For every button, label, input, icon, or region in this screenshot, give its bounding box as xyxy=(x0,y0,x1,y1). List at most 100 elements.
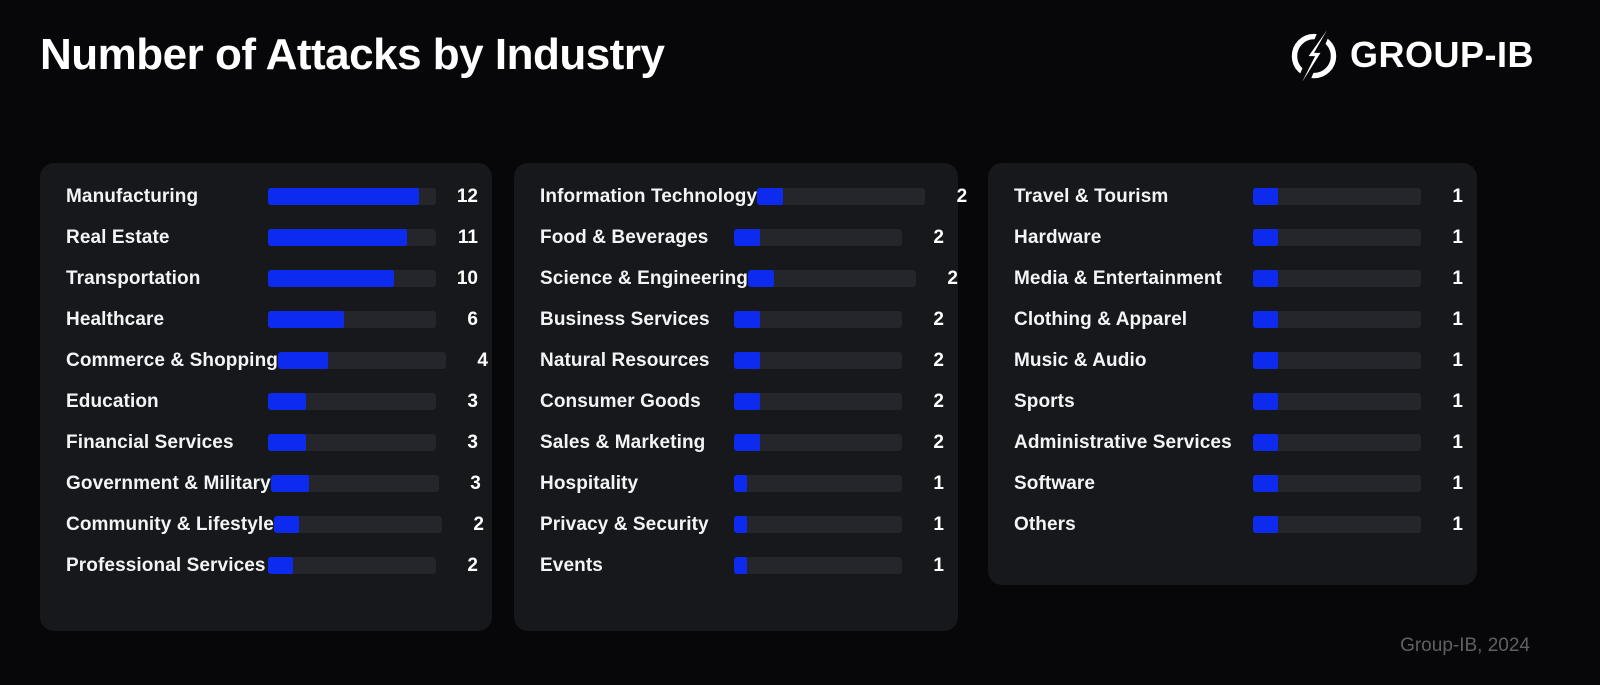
page-title: Number of Attacks by Industry xyxy=(40,30,665,79)
attack-count: 1 xyxy=(1452,226,1463,248)
attack-count: 12 xyxy=(456,185,478,207)
industry-row: Professional Services 2 xyxy=(66,545,478,586)
footer: Group-IB, 2024 xyxy=(0,631,1600,657)
industry-row: Sports 1 xyxy=(1014,381,1463,422)
attack-count: 1 xyxy=(1452,513,1463,535)
attack-count: 1 xyxy=(1452,431,1463,453)
attack-count: 2 xyxy=(933,390,944,412)
industry-label: Financial Services xyxy=(66,431,234,453)
bar-fill xyxy=(1253,311,1278,328)
bar-track xyxy=(748,270,916,287)
industry-label: Music & Audio xyxy=(1014,349,1147,371)
attack-count: 2 xyxy=(956,185,968,207)
attack-count: 1 xyxy=(1452,390,1463,412)
industry-label: Healthcare xyxy=(66,308,165,330)
industry-row: Consumer Goods 2 xyxy=(540,381,944,422)
industry-label: Hardware xyxy=(1014,226,1102,248)
attack-count: 2 xyxy=(473,513,484,535)
bar-track xyxy=(734,475,902,492)
industry-row: Financial Services 3 xyxy=(66,422,478,463)
bar-track xyxy=(1253,352,1421,369)
attack-count: 1 xyxy=(933,472,944,494)
attack-count: 3 xyxy=(470,472,481,494)
header: Number of Attacks by Industry GROUP-IB xyxy=(0,0,1600,82)
industry-label: Business Services xyxy=(540,308,710,330)
industry-label: Consumer Goods xyxy=(540,390,701,412)
industry-row: Privacy & Security 1 xyxy=(540,504,944,545)
industry-row: Government & Military 3 xyxy=(66,463,481,504)
bar-track xyxy=(268,270,436,287)
industry-label: Administrative Services xyxy=(1014,431,1232,453)
industry-label: Sports xyxy=(1014,390,1075,412)
industry-label: Science & Engineering xyxy=(540,267,748,289)
industry-row: Education 3 xyxy=(66,381,478,422)
industry-label: Commerce & Shopping xyxy=(66,349,278,371)
industry-label: Events xyxy=(540,554,603,576)
industry-row: Healthcare 6 xyxy=(66,299,478,340)
industry-row: Media & Entertainment 1 xyxy=(1014,258,1463,299)
bar-track xyxy=(1253,188,1421,205)
bar-track xyxy=(273,516,442,533)
bar-track xyxy=(270,475,439,492)
bar-track xyxy=(268,557,436,574)
bar-track xyxy=(1253,516,1421,533)
attack-count: 3 xyxy=(467,390,478,412)
industry-label: Others xyxy=(1014,513,1076,535)
bar-track xyxy=(1253,311,1421,328)
bar-track xyxy=(734,311,902,328)
industry-label: Privacy & Security xyxy=(540,513,709,535)
industry-label: Information Technology xyxy=(540,185,758,207)
chart-panel-3: Travel & Tourism 1 Hardware 1 Media & Entert… xyxy=(988,163,1477,585)
bar-fill xyxy=(268,393,306,410)
bar-fill xyxy=(734,352,760,369)
bar-track xyxy=(734,434,902,451)
industry-row: Information Technology 2 xyxy=(540,176,967,217)
bar-fill xyxy=(1253,270,1278,287)
bar-track xyxy=(734,393,902,410)
attack-count: 1 xyxy=(1452,267,1463,289)
industry-label: Professional Services xyxy=(66,554,266,576)
credit-text: Group-IB, 2024 xyxy=(1400,635,1530,656)
attack-count: 3 xyxy=(467,431,478,453)
bar-fill xyxy=(1253,475,1278,492)
bar-fill xyxy=(734,229,760,246)
groupib-logo-icon xyxy=(1291,29,1337,81)
bar-fill xyxy=(277,352,329,369)
industry-label: Travel & Tourism xyxy=(1014,185,1169,207)
bar-track xyxy=(757,188,926,205)
brand-name: GROUP-IB xyxy=(1350,34,1534,75)
attack-count: 2 xyxy=(467,554,478,576)
infographic-page: Number of Attacks by Industry GROUP-IB M… xyxy=(0,0,1600,657)
industry-label: Transportation xyxy=(66,267,201,289)
bar-fill xyxy=(1253,352,1278,369)
bar-track xyxy=(1253,393,1421,410)
industry-row: Software 1 xyxy=(1014,463,1463,504)
bar-fill xyxy=(273,516,300,533)
bar-fill xyxy=(734,557,747,574)
bar-track xyxy=(1253,475,1421,492)
bar-fill xyxy=(268,229,407,246)
attack-count: 2 xyxy=(933,226,944,248)
industry-label: Education xyxy=(66,390,159,412)
industry-label: Software xyxy=(1014,472,1096,494)
industry-label: Sales & Marketing xyxy=(540,431,706,453)
industry-label: Manufacturing xyxy=(66,185,199,207)
bar-fill xyxy=(1253,393,1278,410)
industry-label: Real Estate xyxy=(66,226,170,248)
bar-track xyxy=(268,311,436,328)
industry-label: Clothing & Apparel xyxy=(1014,308,1188,330)
bar-track xyxy=(268,434,436,451)
industry-row: Business Services 2 xyxy=(540,299,944,340)
industry-label: Community & Lifestyle xyxy=(66,513,274,535)
bar-fill xyxy=(268,311,344,328)
bar-track xyxy=(734,516,902,533)
attack-count: 1 xyxy=(1452,349,1463,371)
attack-count: 11 xyxy=(457,226,478,248)
industry-row: Community & Lifestyle 2 xyxy=(66,504,484,545)
brand-logo: GROUP-IB xyxy=(1288,29,1534,81)
bar-fill xyxy=(734,434,760,451)
attack-count: 1 xyxy=(933,513,944,535)
industry-label: Media & Entertainment xyxy=(1014,267,1222,289)
industry-row: Hospitality 1 xyxy=(540,463,944,504)
industry-row: Sales & Marketing 2 xyxy=(540,422,944,463)
